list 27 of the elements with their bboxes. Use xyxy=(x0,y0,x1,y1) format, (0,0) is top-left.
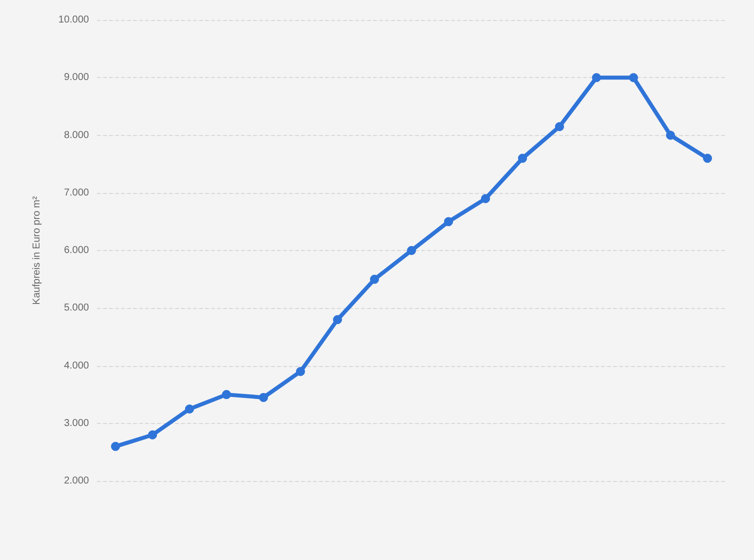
point xyxy=(481,194,490,204)
point xyxy=(518,154,527,163)
point xyxy=(555,122,564,132)
y-tick-label: 7.000 xyxy=(64,187,90,198)
point xyxy=(370,274,379,284)
point xyxy=(185,404,194,414)
point xyxy=(222,390,231,400)
point xyxy=(703,154,712,163)
point xyxy=(111,442,120,451)
point xyxy=(333,315,342,324)
point xyxy=(407,246,416,255)
point xyxy=(444,217,453,226)
point xyxy=(148,430,157,440)
point xyxy=(259,392,268,402)
y-tick-label: 9.000 xyxy=(64,72,90,84)
y-tick-label: 8.000 xyxy=(64,130,90,141)
point xyxy=(296,367,305,376)
y-tick-label: 5.000 xyxy=(64,302,90,314)
y-tick-label: 4.000 xyxy=(64,360,90,372)
y-tick-label: 3.000 xyxy=(64,418,90,429)
y-tick-label: 2.000 xyxy=(64,476,90,486)
point xyxy=(666,130,675,140)
point xyxy=(629,73,638,82)
y-tick-label: 10.000 xyxy=(58,14,90,26)
y-axis-title: Kaufpreis in Euro pro m² xyxy=(32,196,42,305)
y-tick-label: 6.000 xyxy=(64,245,90,256)
point xyxy=(592,73,601,82)
